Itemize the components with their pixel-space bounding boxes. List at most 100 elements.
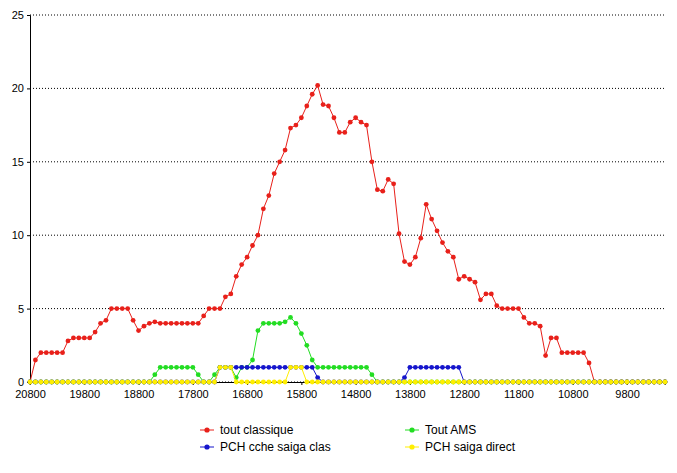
series-point <box>185 321 190 326</box>
series-point <box>408 262 413 267</box>
series-point <box>120 380 125 385</box>
series-point <box>380 380 385 385</box>
series-point <box>527 380 532 385</box>
series-point <box>635 380 640 385</box>
series-point <box>483 380 488 385</box>
series-point <box>98 380 103 385</box>
series-point <box>337 380 342 385</box>
x-tick: 16800 <box>232 382 263 400</box>
series-point <box>93 380 98 385</box>
series-point <box>239 365 244 370</box>
series-point <box>104 318 109 323</box>
series-point <box>250 358 255 363</box>
series-point <box>554 336 559 341</box>
series-point <box>581 380 586 385</box>
series-point <box>49 380 54 385</box>
series-point <box>364 123 369 128</box>
series-point <box>380 189 385 194</box>
series-point <box>87 380 92 385</box>
x-tick: 9800 <box>615 382 639 400</box>
series-point <box>440 380 445 385</box>
series-point <box>152 319 157 324</box>
series-point <box>521 315 526 320</box>
series-point <box>559 380 564 385</box>
series-point <box>657 380 662 385</box>
series-point <box>71 380 76 385</box>
legend-swatch <box>409 427 414 432</box>
legend-item: Tout AMS <box>405 423 476 437</box>
series-point <box>635 380 640 385</box>
series-point <box>82 380 87 385</box>
series-point <box>511 380 516 385</box>
x-tick: 15800 <box>287 382 318 400</box>
series-point <box>570 380 575 385</box>
series-point <box>250 243 255 248</box>
series-point <box>570 380 575 385</box>
series-point <box>549 380 554 385</box>
series-point <box>326 380 331 385</box>
plot-area <box>28 83 668 384</box>
series-point <box>532 321 537 326</box>
series <box>28 365 668 384</box>
series-point <box>44 380 49 385</box>
series-point <box>131 380 136 385</box>
series-point <box>66 380 71 385</box>
series-point <box>456 277 461 282</box>
series-point <box>413 365 418 370</box>
series-point <box>283 148 288 153</box>
series-point <box>554 380 559 385</box>
series-point <box>597 380 602 385</box>
series-point <box>71 380 76 385</box>
y-tick-label: 5 <box>18 303 24 315</box>
series-point <box>218 306 223 311</box>
series-point <box>635 380 640 385</box>
x-tick-label: 19800 <box>69 388 100 400</box>
series-point <box>147 380 152 385</box>
series-point <box>424 365 429 370</box>
series-point <box>66 338 71 343</box>
series-point <box>386 380 391 385</box>
series-point <box>538 380 543 385</box>
series-point <box>483 292 488 297</box>
series-point <box>218 365 223 370</box>
series-point <box>446 365 451 370</box>
series-point <box>581 380 586 385</box>
series-point <box>565 350 570 355</box>
series-point <box>104 380 109 385</box>
series-point <box>147 380 152 385</box>
series-point <box>180 380 185 385</box>
series-point <box>315 375 320 380</box>
series-point <box>424 380 429 385</box>
series-point <box>413 380 418 385</box>
series-point <box>147 321 152 326</box>
series-point <box>315 365 320 370</box>
y-tick-mark <box>27 15 30 16</box>
series-point <box>104 380 109 385</box>
series-point <box>630 380 635 385</box>
series-point <box>256 365 261 370</box>
series-point <box>82 380 87 385</box>
series-point <box>326 104 331 109</box>
series-point <box>55 380 60 385</box>
series-point <box>342 380 347 385</box>
series-point <box>359 120 364 125</box>
series-point <box>652 380 657 385</box>
x-axis: 2080019800188001780016800158001480013800… <box>15 382 665 400</box>
series-point <box>207 306 212 311</box>
series-point <box>608 380 613 385</box>
series-point <box>635 380 640 385</box>
series-point <box>98 321 103 326</box>
series-point <box>169 380 174 385</box>
x-tick-label: 10800 <box>558 388 589 400</box>
series-point <box>663 380 668 385</box>
series-point <box>299 365 304 370</box>
series-point <box>467 380 472 385</box>
series-point <box>277 380 282 385</box>
series-point <box>641 380 646 385</box>
series-point <box>109 380 114 385</box>
series-point <box>424 380 429 385</box>
series-point <box>527 380 532 385</box>
series-point <box>131 380 136 385</box>
series-point <box>66 380 71 385</box>
series-point <box>266 365 271 370</box>
